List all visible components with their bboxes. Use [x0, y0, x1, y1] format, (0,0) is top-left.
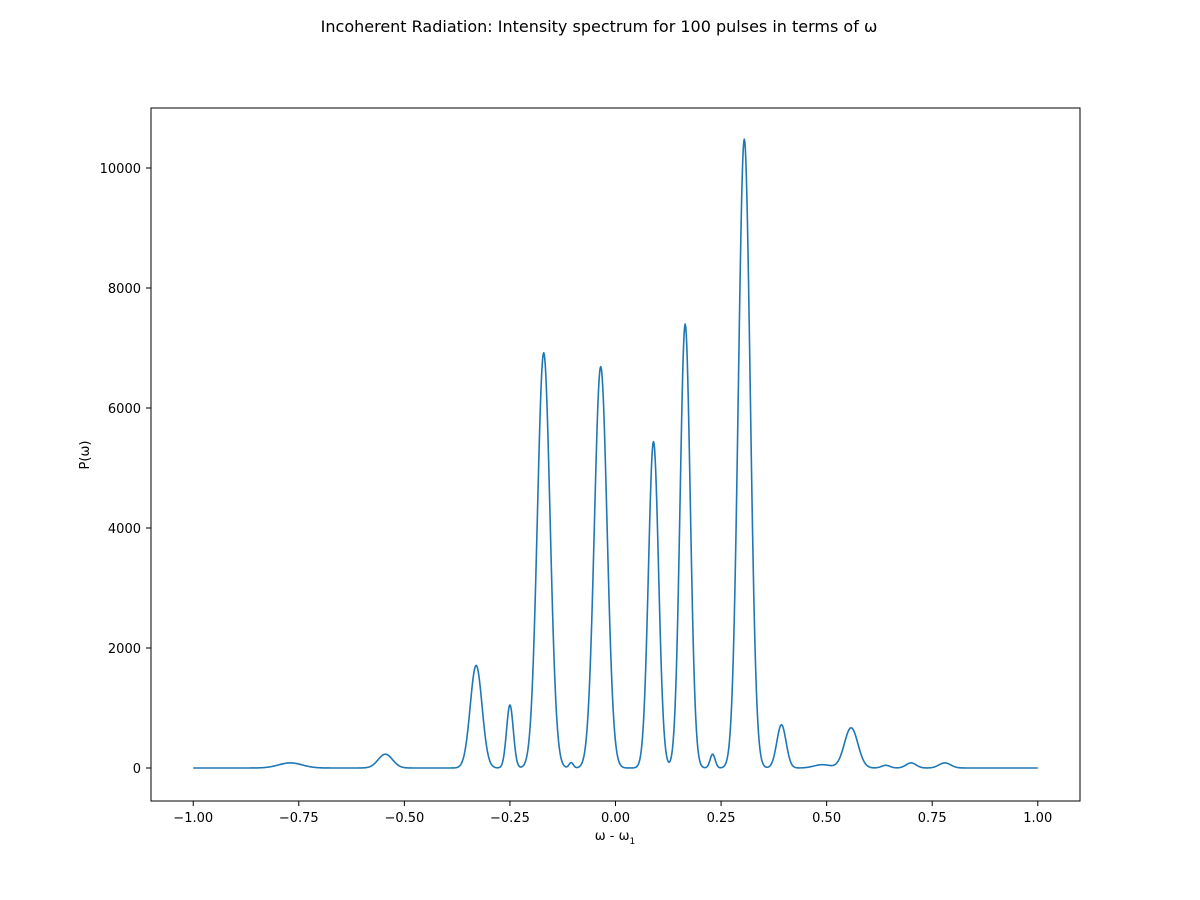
x-tick-label: −0.50: [384, 811, 424, 826]
x-axis-label-subscript: 1: [630, 837, 636, 847]
x-tick-label: 0.00: [601, 811, 630, 826]
x-axis-label-base: ω - ω: [595, 829, 630, 844]
x-axis: −1.00 −0.75 −0.50 −0.25 0.00 0.25 0.50 0.75 1.00: [173, 801, 1052, 826]
y-tick-label: 6000: [108, 402, 141, 417]
x-tick-label: −1.00: [173, 811, 213, 826]
plot-area: [192, 138, 1039, 769]
x-axis-label: ω - ω1: [595, 829, 635, 847]
series-line-0: [192, 138, 1039, 769]
x-tick-label: 0.75: [918, 811, 947, 826]
plot-frame: [150, 107, 1081, 802]
x-tick-label: −0.75: [279, 811, 319, 826]
chart-title: Incoherent Radiation: Intensity spectrum…: [321, 17, 878, 36]
x-tick-label: 0.25: [707, 811, 736, 826]
y-tick-label: 4000: [108, 522, 141, 537]
x-tick-label: 0.50: [812, 811, 841, 826]
y-axis-label: P(ω): [78, 441, 93, 470]
x-tick-label: −0.25: [490, 811, 530, 826]
y-tick-label: 10000: [100, 162, 141, 177]
x-tick-label: 1.00: [1023, 811, 1052, 826]
y-tick-label: 0: [133, 762, 141, 777]
y-axis: 0 2000 4000 6000 8000 10000: [100, 162, 151, 777]
y-tick-label: 8000: [108, 282, 141, 297]
y-tick-label: 2000: [108, 642, 141, 657]
